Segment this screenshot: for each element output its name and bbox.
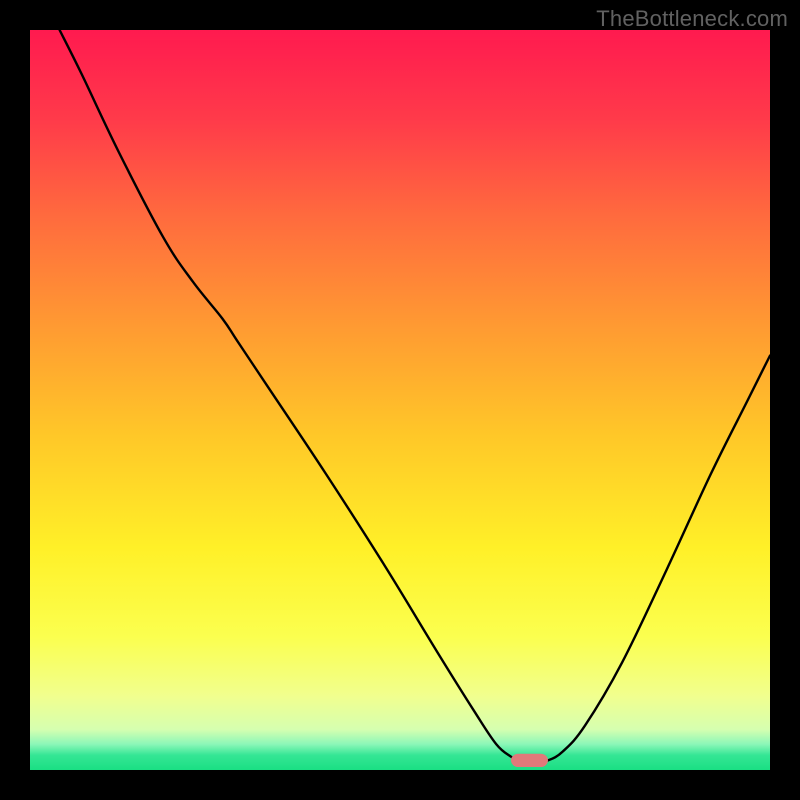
chart-background bbox=[30, 30, 770, 770]
optimal-marker bbox=[511, 754, 548, 767]
attribution-text: TheBottleneck.com bbox=[596, 6, 788, 32]
bottleneck-curve-chart bbox=[30, 30, 770, 770]
